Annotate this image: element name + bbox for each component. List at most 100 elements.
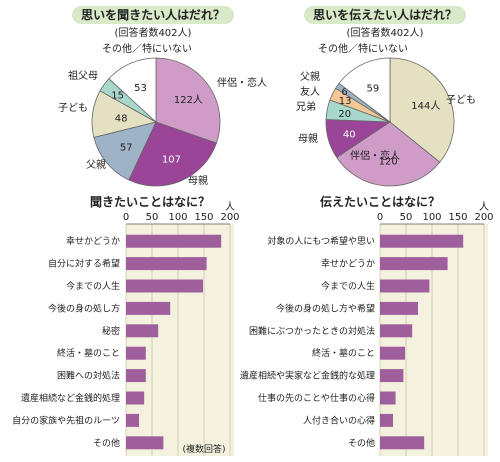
pie-tell-title-bg [304,6,466,24]
pie-slice-value: 120 [379,156,398,167]
pie-slice-label: 伴侶・恋人 [350,149,400,162]
category-label: 終活・墓のこと [312,347,375,359]
category-label: 今後の身の処し方 [48,302,120,314]
pie-slice-label: 子ども [446,94,476,106]
pie-slice-value: 107 [162,155,181,166]
tick-label: 0 [123,212,129,223]
pie-slice [93,121,157,181]
pie-slice [108,57,157,123]
tick-label: 100 [168,212,187,223]
bar [126,279,203,293]
bar [380,413,393,427]
tick-label: 200 [220,212,239,223]
category-label: 遺産相続など金銭的処理 [21,392,120,404]
pie-slice-label: 友人 [300,85,320,98]
category-label: 困難にぶつかったときの対処法 [249,325,375,337]
pie-slice-value: 48 [115,113,128,124]
bar [126,413,139,427]
bar [126,391,145,405]
tick-label: 150 [448,212,467,223]
pie-hear-title: 思いを聞きたい人はだれ？ [72,6,234,24]
unit-label: 人 [225,201,235,213]
pie-slice [128,121,217,187]
bar-hear: 聞きたいことはなに？ 0 50 100 150 200人幸せかどうか自分に対する希望今まで… [12,195,240,456]
pie-slice-value: 144人 [411,100,440,112]
pie-slice-label: 祖父母 [68,69,98,82]
category-label: 幸せかどうか [66,236,120,247]
bar [126,369,146,383]
tick-label: 50 [146,212,159,223]
category-label: 困難への対処法 [57,370,120,382]
pie-slice-value: 20 [338,109,351,120]
pie-slice-label: その他／特にいない [102,42,192,55]
pie-slice-value: 40 [343,129,356,140]
pie-slice-value: 53 [134,83,147,94]
bar [126,436,164,450]
tick-label: 150 [194,212,213,223]
pie-slice-label: 子ども [58,102,88,114]
pie-slice-value: 57 [120,142,133,153]
category-label: 自分に対する希望 [48,258,120,270]
bar [126,324,159,338]
pie-slice-label: 母親 [188,174,208,187]
category-label: 今までの人生 [66,280,120,292]
category-label: 仕事の先のことや仕事の心得 [258,392,375,404]
category-label: 自分の家族や先祖のルーツ [12,414,120,426]
pie-slice-value: 59 [367,84,380,95]
bar [380,257,448,271]
pie-slice-label: 父親 [300,70,320,83]
pie-tell-title: 思いを伝えたい人はだれ？ [304,6,466,24]
category-label: 今後の身の処し方や希望 [276,302,375,314]
pie-slice-value: 6 [341,87,347,98]
bar [380,279,430,293]
pie-tell-title-text: 思いを伝えたい人はだれ？ [313,7,457,22]
bar-chart-title: 聞きたいことはなに？ [90,195,210,209]
category-label: その他 [348,437,375,449]
category-label: 人付き合いの心得 [303,414,375,426]
bar [126,301,171,315]
bar [380,234,464,248]
bar [380,369,404,383]
bar [126,234,222,248]
bar [380,391,396,405]
pie-slice-label: 伴侶・恋人 [217,76,267,89]
tick-label: 100 [422,212,441,223]
bar [380,324,413,338]
pie-slice [389,57,455,163]
tick-label: 50 [400,212,413,223]
category-label: 遺産相続や実家など金銭的な処理 [240,370,375,382]
bar [380,436,425,450]
tick-label: 0 [377,212,383,223]
multiple-answers-note: (複数回答) [182,443,225,455]
pie-slice-value: 13 [339,96,352,107]
pie-hear-title-bg [72,6,234,24]
pie-slice-label: その他／特にいない [318,42,408,55]
pie-tell-subtitle: (回答者数402人) [347,26,424,39]
bar-chart-title: 伝えたいことはなに？ [320,194,440,209]
pie-slice-label: 兄弟 [296,101,316,113]
bar [126,346,146,360]
pie-slice [338,57,391,123]
category-label: 今までの人生 [321,280,375,292]
pie-hear-title-text: 思いを聞きたい人はだれ？ [81,7,225,22]
bar [380,301,418,315]
bar [126,257,207,271]
bar-tell: 伝えたいことはなに？ 0 50 100 150 200人対象の人にもつ希望や思い幸せかどう… [240,194,494,456]
category-label: 秘密 [102,325,120,337]
unit-label: 人 [479,201,489,213]
category-label: 対象の人にもつ希望や思い [267,235,375,247]
bar [380,346,405,360]
pie-slice-value: 15 [111,90,124,101]
pie-slice-value: 122人 [174,94,203,106]
category-label: 終活・墓のこと [57,347,120,359]
category-label: 幸せかどうか [321,259,375,270]
pie-hear: 122人 伴侶・恋人 107 母親 57 父親 48 子ども 15 祖父母 53 その他／特にいない [58,42,267,187]
pie-hear-subtitle: (回答者数402人) [115,26,192,39]
tick-label: 200 [474,212,493,223]
pie-slice-label: 父親 [86,158,106,171]
pie-slice-label: 母親 [298,132,318,145]
pie-slice [336,121,441,187]
pie-slice [155,57,221,144]
